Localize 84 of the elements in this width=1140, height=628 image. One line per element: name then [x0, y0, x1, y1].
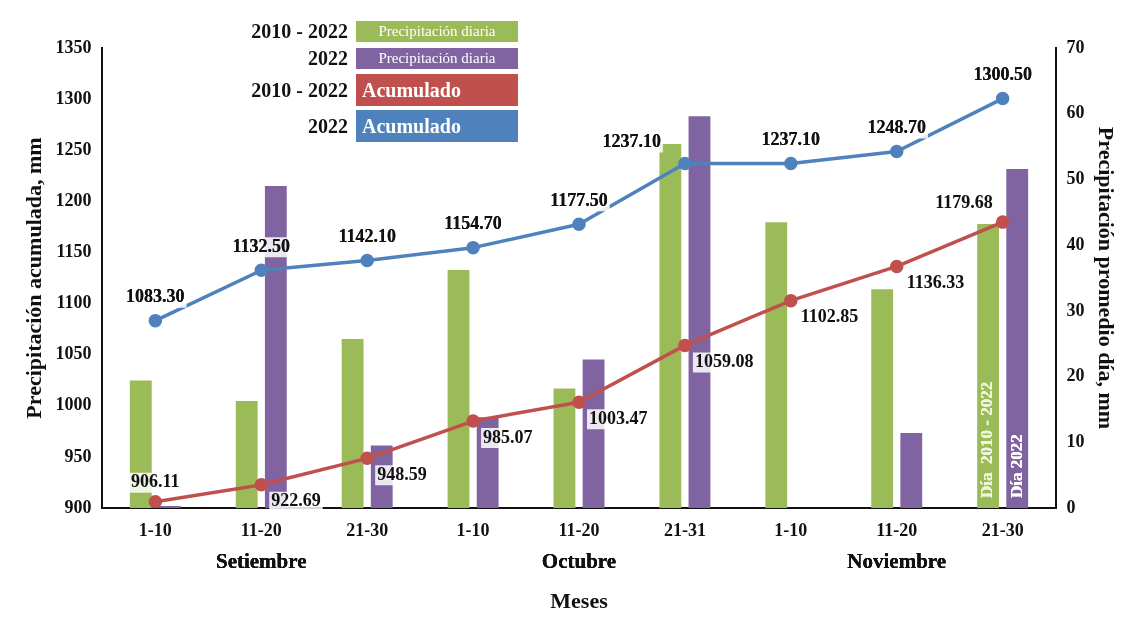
bar [553, 388, 576, 508]
data-label: 1154.70 [444, 213, 502, 234]
point [995, 215, 1010, 229]
bar [341, 339, 364, 508]
bar [447, 270, 470, 508]
data-label: 948.59 [377, 463, 427, 484]
text: Setiembre [215, 548, 307, 573]
y2-axis-title: Precipitación promedio día, mm [1094, 126, 1120, 430]
point [360, 253, 374, 268]
y2-tick-label: 50 [1066, 168, 1085, 189]
point [889, 144, 904, 159]
y2-tick-label: 10 [1066, 430, 1085, 451]
data-label: 1237.10 [602, 131, 661, 152]
point [784, 293, 798, 308]
annotation: Día 2022 [1006, 434, 1026, 498]
point [678, 156, 692, 171]
data-label: 1179.68 [935, 191, 993, 212]
point [254, 478, 269, 492]
x-tick-label: 11-20 [240, 520, 282, 541]
data-label: 1136.33 [906, 272, 965, 293]
x-tick-label: 21-31 [663, 520, 706, 541]
x-tick-label: 11-20 [558, 520, 600, 541]
point [254, 263, 269, 278]
y-tick-label: 950 [64, 445, 92, 466]
point [148, 313, 163, 328]
bar [871, 289, 894, 508]
data-label: 1083.30 [126, 286, 185, 307]
data-label: 922.69 [271, 490, 321, 511]
y-tick-label: 1200 [55, 189, 92, 210]
y-tick-label: 900 [64, 496, 92, 517]
x-tick-label: 1-10 [138, 520, 172, 541]
bar [1006, 168, 1029, 508]
text: Octubre [541, 548, 617, 573]
data-label: 1132.50 [232, 235, 291, 256]
data-label: 1237.10 [761, 129, 821, 150]
y2-tick-label: 0 [1066, 496, 1076, 517]
data-label: 1059.08 [694, 351, 754, 372]
bar [659, 143, 682, 508]
point [784, 156, 798, 171]
x-axis-title: Meses [550, 588, 609, 614]
data-label: 1102.85 [800, 306, 859, 327]
text: 2010 - 2022 Acumulado [250, 77, 462, 103]
data-label: 1003.47 [589, 407, 648, 428]
bar [900, 433, 923, 508]
point [360, 451, 374, 466]
annotation: Día 2010 - 2022 [977, 381, 997, 498]
y-tick-label: 1350 [55, 36, 92, 57]
point [678, 338, 692, 353]
data-label: 1142.10 [338, 226, 396, 247]
data-label: 1300.50 [973, 64, 1032, 85]
text: 2010 - 2022 Precipitación diaria [251, 20, 496, 42]
data-label: 985.07 [483, 426, 533, 447]
y2-tick-label: 70 [1066, 36, 1085, 57]
data-label: 906.11 [131, 471, 180, 492]
text: 2022 Acumulado [307, 113, 462, 139]
y2-tick-label: 30 [1066, 299, 1085, 320]
y-tick-label: 1050 [55, 343, 92, 364]
data-label: 1248.70 [867, 117, 926, 138]
y2-tick-label: 40 [1066, 233, 1085, 254]
point [572, 395, 586, 409]
x-tick-label: 1-10 [774, 520, 808, 541]
y2-tick-label: 20 [1066, 365, 1085, 386]
x-tick-label: 21-30 [981, 520, 1024, 541]
y-tick-label: 1000 [55, 394, 92, 415]
point [889, 259, 904, 274]
y-tick-label: 1250 [55, 138, 92, 159]
point [466, 414, 480, 428]
bar [765, 222, 788, 508]
x-tick-label: 11-20 [876, 520, 918, 541]
bar [235, 400, 258, 508]
point [148, 495, 163, 508]
point [466, 240, 480, 255]
point [995, 91, 1010, 106]
y-tick-label: 1300 [55, 87, 92, 108]
y-tick-label: 1100 [56, 292, 92, 313]
data-label: 1177.50 [550, 189, 608, 210]
y-axis-title: Precipitación acumulada, mm [20, 137, 46, 419]
y2-tick-label: 60 [1066, 102, 1085, 123]
x-tick-label: 1-10 [456, 520, 490, 541]
text: Noviembre [847, 548, 947, 573]
x-tick-label: 21-30 [346, 520, 389, 541]
y-tick-label: 1150 [56, 241, 92, 262]
point [572, 217, 586, 232]
text: 2022 Precipitación diaria [308, 47, 496, 69]
